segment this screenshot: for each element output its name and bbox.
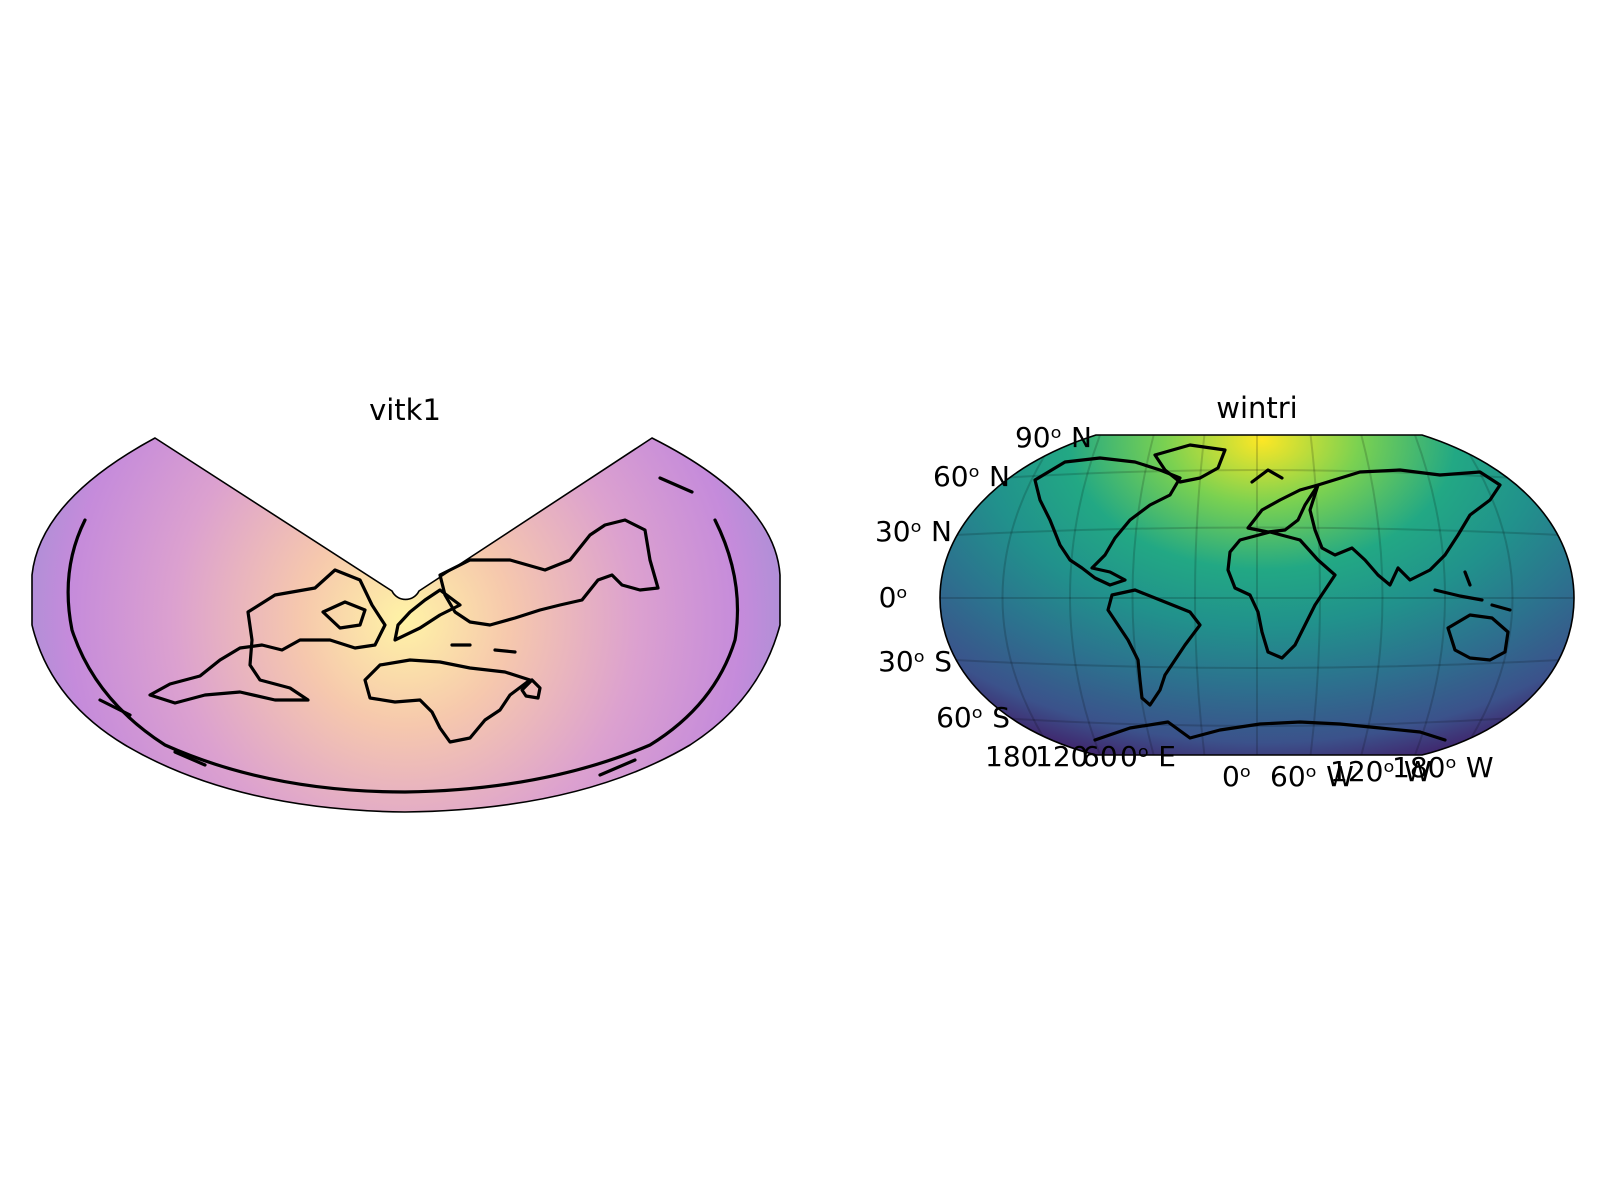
- wintri-title: wintri: [1216, 391, 1298, 425]
- lat-label-90n: 90ᵒ N: [1015, 421, 1092, 454]
- vitk1-africa-outline: [363, 658, 532, 744]
- lat-label-30s: 30ᵒ S: [878, 645, 952, 678]
- vitk1-asia-outline: [438, 518, 660, 627]
- wintri-greenland-outline: [1153, 443, 1227, 484]
- vitk1-antarctica-outline: [66, 518, 740, 794]
- wintri-europe-outline: [1246, 468, 1320, 534]
- wintri-map-outline: [939, 434, 1575, 756]
- wintri-map-background: [940, 435, 1574, 755]
- lon-label-0: 0ᵒ: [1222, 760, 1251, 793]
- lat-label-0: 0ᵒ: [879, 581, 908, 614]
- wintri-longitude-labels: 180 120 60 0ᵒ E 0ᵒ 60ᵒ W 120ᵒ W 180ᵒ W: [985, 740, 1494, 793]
- wintri-australia-outline: [1446, 613, 1510, 662]
- vitk1-greenland-outline: [321, 600, 367, 630]
- wintri-antarctica-outline: [1093, 720, 1447, 742]
- wintri-asia-outline: [1308, 468, 1502, 587]
- vitk1-europe-outline: [393, 588, 517, 654]
- lon-label-180: 180: [985, 740, 1038, 773]
- lat-label-60s: 60ᵒ S: [936, 701, 1010, 734]
- lat-label-60n: 60ᵒ N: [933, 460, 1010, 493]
- wintri-africa-outline: [1226, 530, 1337, 660]
- lon-label-60: 60: [1082, 740, 1118, 773]
- wintri-north-america-outline: [1033, 456, 1182, 587]
- vitk1-title: vitk1: [369, 393, 441, 427]
- vitk1-americas-outline: [148, 568, 387, 705]
- vitk1-panel: vitk1: [31, 393, 781, 813]
- vitk1-map-background: [31, 437, 781, 813]
- lon-label-120: 120: [1035, 740, 1088, 773]
- lon-label-60w: 60ᵒ W: [1270, 760, 1354, 793]
- lon-label-0e: 0ᵒ E: [1120, 740, 1176, 773]
- vitk1-antarctica-fragment: [98, 476, 694, 777]
- wintri-south-america-outline: [1106, 588, 1202, 707]
- wintri-panel: wintri: [875, 391, 1575, 793]
- wintri-islands-outline: [1433, 570, 1512, 612]
- vitk1-australia-outline: [520, 678, 542, 700]
- lat-label-30n: 30ᵒ N: [875, 515, 952, 548]
- lon-label-180w: 180ᵒ W: [1392, 751, 1494, 784]
- lon-label-120w: 120ᵒ W: [1330, 755, 1432, 788]
- wintri-latitude-labels: 90ᵒ N 60ᵒ N 30ᵒ N 0ᵒ 30ᵒ S 60ᵒ S: [875, 421, 1092, 734]
